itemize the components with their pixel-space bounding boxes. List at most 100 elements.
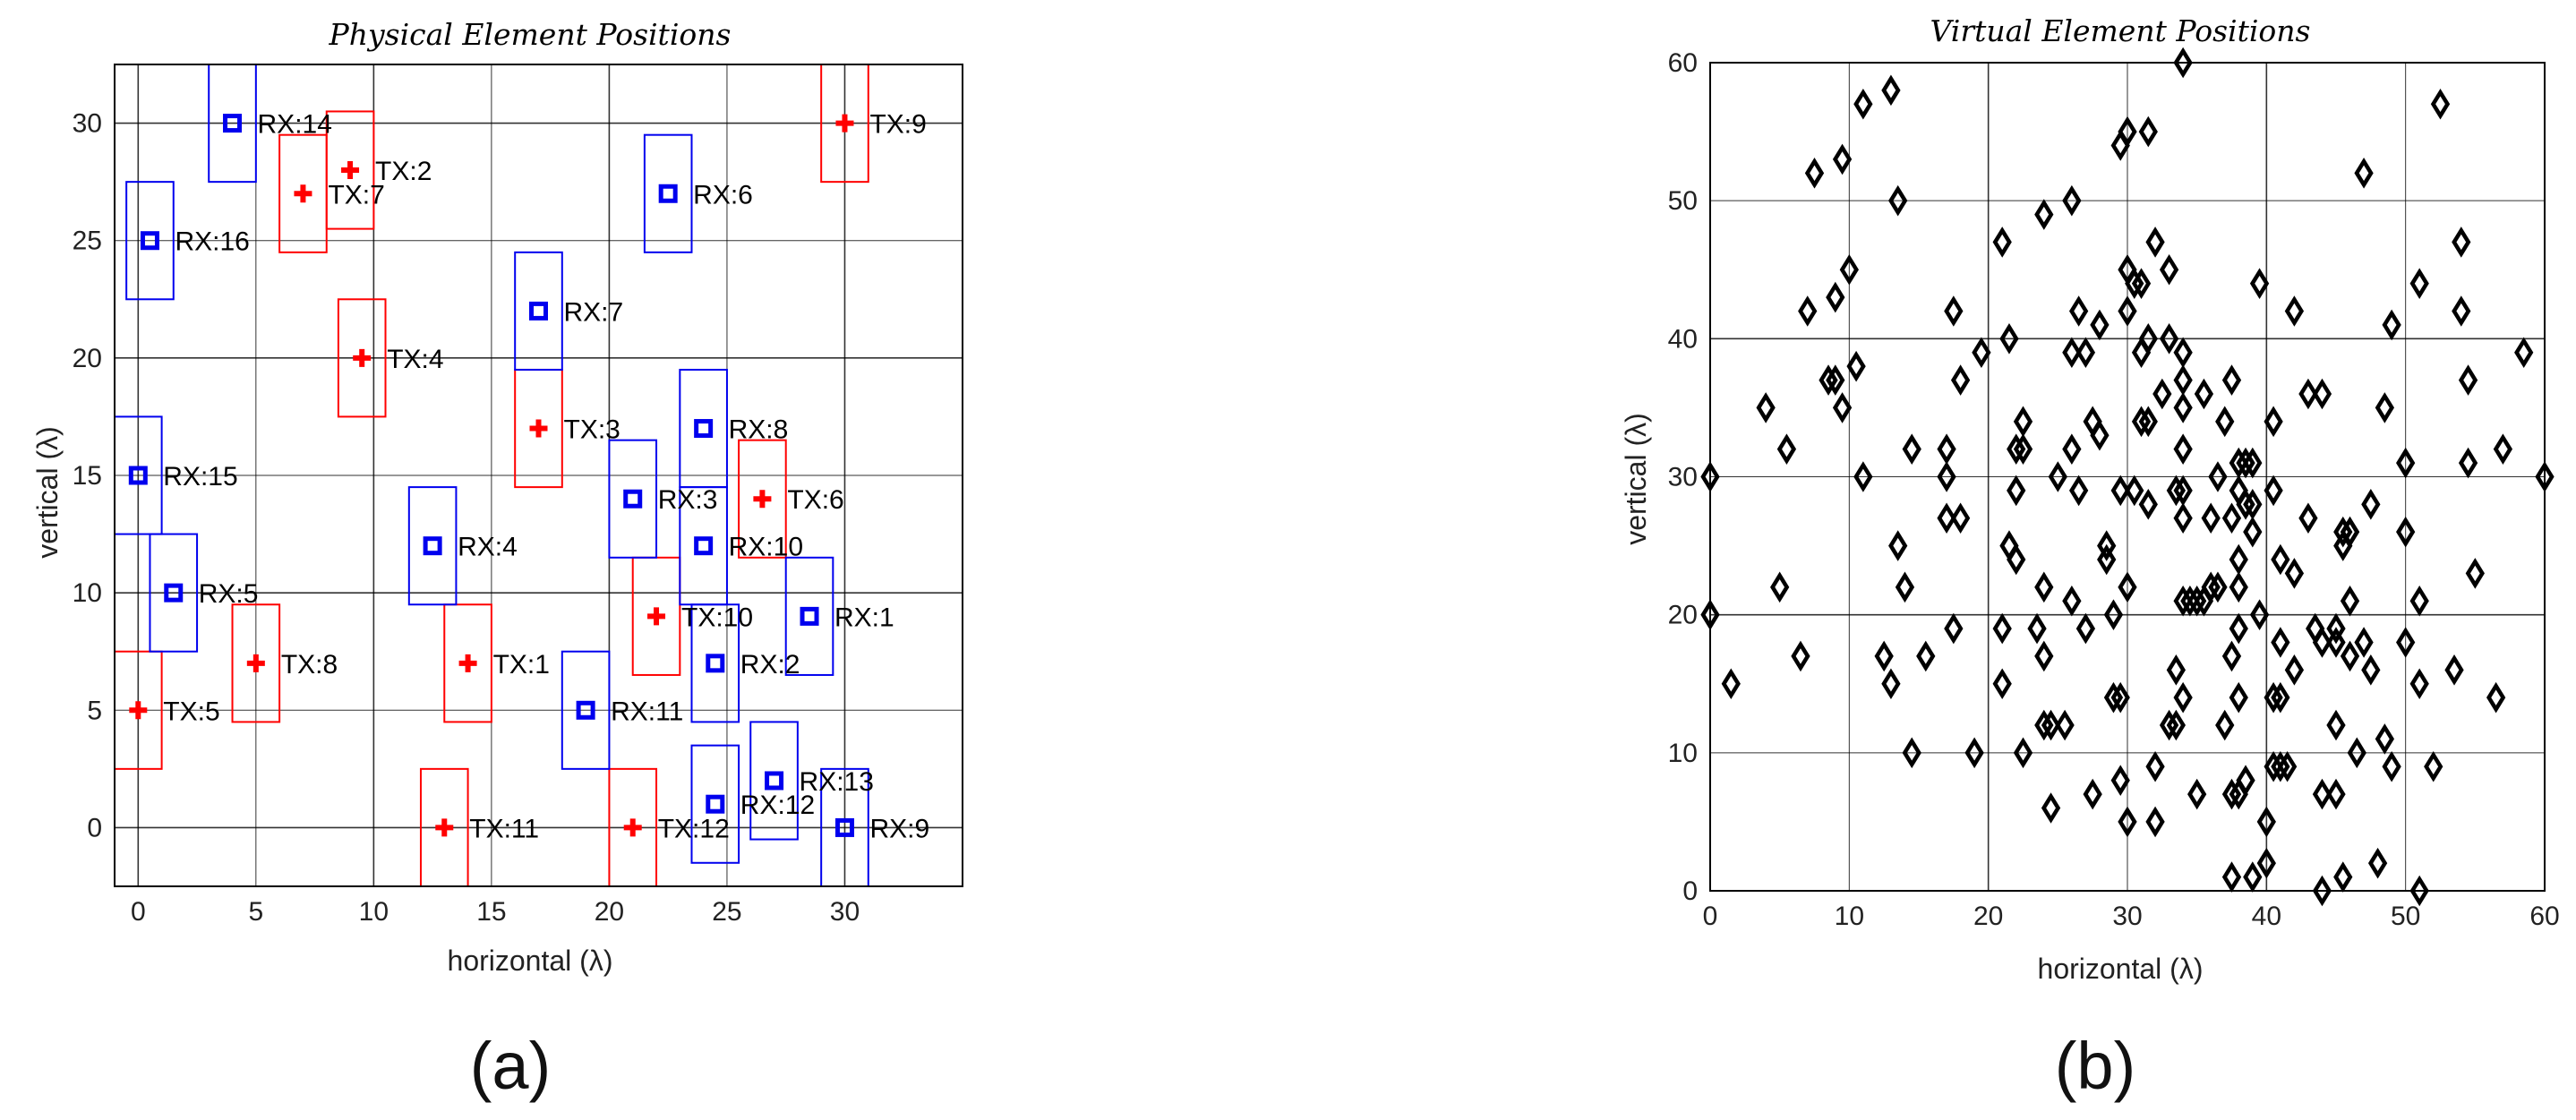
virtual-element-marker — [1721, 668, 1741, 700]
virtual-element-marker — [2041, 709, 2061, 741]
tx-marker — [835, 114, 854, 133]
grid — [1709, 62, 2546, 892]
virtual-element-marker — [2375, 723, 2395, 755]
plot-frame — [1709, 62, 2546, 892]
virtual-element-marker — [2173, 392, 2193, 423]
virtual-element-marker — [2312, 875, 2332, 907]
virtual-element-marker — [2166, 475, 2187, 507]
virtual-element-marker — [2215, 406, 2235, 438]
virtual-element-marker — [2034, 571, 2054, 603]
point-label: TX:8 — [281, 650, 338, 680]
element-box — [690, 744, 740, 864]
virtual-element-marker — [2221, 778, 2242, 810]
point-label: RX:16 — [175, 227, 249, 257]
virtual-element-marker — [2110, 681, 2130, 714]
virtual-element-marker — [2118, 806, 2137, 838]
virtual-element-marker — [1874, 640, 1894, 672]
virtual-element-marker — [2284, 654, 2305, 686]
virtual-element-marker — [1895, 571, 1915, 603]
virtual-element-marker — [2187, 778, 2207, 810]
virtual-element-marker — [1992, 668, 2012, 700]
virtual-element-marker — [2173, 364, 2193, 396]
virtual-element-marker — [2215, 709, 2235, 741]
virtual-element-marker — [2430, 88, 2451, 120]
virtual-element-marker — [2221, 640, 2242, 672]
rx-marker — [706, 654, 725, 673]
virtual-element-marker — [2041, 792, 2061, 824]
tick-labels: 0 10 20 30 40 50 60 0 10 20 30 40 50 60 — [1668, 48, 2560, 931]
virtual-element-marker — [2229, 543, 2248, 576]
virtual-element-marker — [1770, 571, 1790, 603]
virtual-element-marker — [2068, 475, 2089, 507]
chart-title: Physical Element Positions — [329, 17, 732, 52]
virtual-positions-chart: Virtual Element Positions 0 10 20 30 40 50 600… — [1620, 13, 2560, 1103]
virtual-element-marker — [2208, 571, 2228, 603]
virtual-element-marker — [2375, 392, 2395, 423]
element-boxes — [114, 64, 869, 887]
x-tick-label: 50 — [2391, 902, 2420, 931]
panel-label-b: (b) — [2055, 1029, 2135, 1103]
point-label: RX:5 — [199, 579, 259, 609]
y-tick-label: 60 — [1668, 48, 1698, 78]
virtual-element-marker — [2486, 681, 2506, 714]
virtual-element-marker — [2075, 612, 2096, 645]
rx-marker — [140, 231, 159, 251]
rx-marker — [694, 419, 714, 439]
virtual-element-marker — [1846, 350, 1866, 382]
virtual-element-marker — [2013, 433, 2033, 465]
y-tick-label: 50 — [1668, 186, 1698, 216]
tx-marker — [458, 654, 477, 672]
virtual-element-marker — [2243, 861, 2263, 893]
virtual-element-marker — [1999, 323, 2019, 355]
tx-marker — [353, 348, 372, 367]
x-tick-label: 20 — [1973, 902, 2003, 931]
virtual-element-marker — [2361, 489, 2381, 520]
virtual-element-marker — [2145, 806, 2165, 838]
point-label: RX:4 — [458, 533, 518, 562]
virtual-element-marker — [2458, 447, 2478, 479]
virtual-element-marker — [2013, 406, 2033, 438]
virtual-element-marker — [2173, 337, 2193, 369]
virtual-element-marker — [2312, 627, 2332, 658]
virtual-element-marker — [2131, 406, 2152, 438]
x-tick-label: 30 — [2112, 902, 2142, 931]
data-points — [128, 114, 854, 837]
x-tick-label: 25 — [712, 897, 741, 927]
tx-marker — [129, 701, 148, 720]
x-tick-label: 20 — [595, 897, 624, 927]
x-tick-label: 30 — [830, 897, 860, 927]
virtual-element-marker — [1819, 364, 1838, 396]
virtual-element-marker — [2264, 750, 2283, 782]
virtual-element-marker — [2361, 654, 2381, 686]
virtual-element-marker — [2409, 875, 2429, 907]
virtual-element-marker — [2068, 295, 2089, 327]
virtual-element-marker — [2396, 627, 2416, 658]
virtual-element-marker — [2409, 668, 2429, 700]
element-box — [149, 533, 199, 653]
virtual-element-marker — [2173, 433, 2193, 465]
element-box — [231, 603, 281, 723]
tx-marker — [246, 654, 265, 672]
point-label: RX:14 — [258, 110, 332, 140]
virtual-element-marker — [2075, 337, 2096, 369]
virtual-element-marker — [2354, 627, 2374, 658]
virtual-element-marker — [1944, 612, 1964, 645]
virtual-element-marker — [2138, 489, 2158, 520]
x-tick-label: 40 — [2252, 902, 2281, 931]
x-tick-label: 0 — [1703, 902, 1718, 931]
panel-label-a: (a) — [470, 1029, 551, 1103]
y-tick-label: 30 — [1668, 463, 1698, 492]
element-box — [608, 439, 658, 559]
virtual-element-marker — [1992, 227, 2012, 258]
point-label: RX:10 — [729, 533, 803, 562]
element-box — [514, 251, 563, 371]
virtual-element-marker — [2249, 268, 2270, 299]
x-axis-label: horizontal (λ) — [2038, 953, 2204, 985]
x-tick-label: 0 — [131, 897, 146, 927]
tx-marker — [623, 818, 642, 837]
y-tick-label: 25 — [73, 227, 102, 256]
rx-marker — [576, 700, 595, 720]
virtual-element-marker — [2027, 612, 2047, 645]
virtual-element-marker — [1881, 74, 1901, 107]
virtual-element-marker — [2409, 585, 2429, 617]
